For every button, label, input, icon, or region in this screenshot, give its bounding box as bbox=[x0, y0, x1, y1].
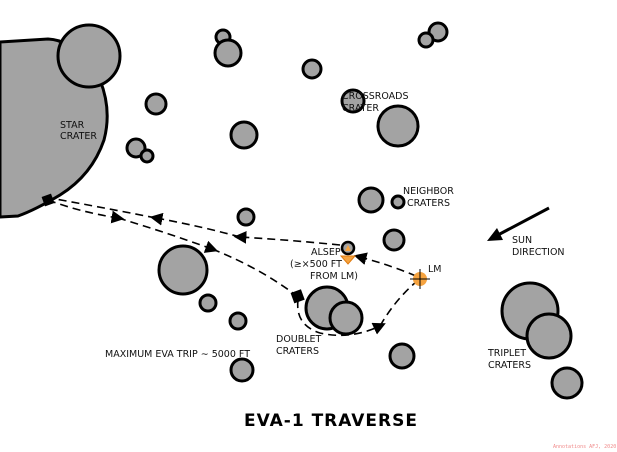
triplet-craters-label: TRIPLET bbox=[487, 348, 526, 359]
max-eva-label: MAXIMUM EVA TRIP ∼ 5000 FT bbox=[105, 349, 250, 360]
crossroads-crater-label: CROSSROADS bbox=[342, 91, 409, 102]
neighbor-craters-label: NEIGHBOR bbox=[403, 186, 454, 197]
alsep-marker bbox=[339, 240, 357, 265]
crater bbox=[301, 58, 323, 80]
crater bbox=[228, 311, 248, 331]
station-marker bbox=[41, 193, 55, 207]
crater-triplet bbox=[550, 366, 584, 400]
triplet-craters-label: CRATERS bbox=[488, 360, 531, 371]
crater-triplet bbox=[525, 312, 573, 360]
crater-neighbor bbox=[357, 186, 385, 214]
crater bbox=[198, 293, 218, 313]
crater bbox=[157, 244, 209, 296]
traverse-return bbox=[49, 197, 157, 219]
map-title: EVA-1 TRAVERSE bbox=[244, 411, 418, 431]
crater-neighbor bbox=[390, 194, 406, 210]
crater bbox=[144, 92, 168, 116]
star-crater-label: STAR bbox=[60, 120, 85, 131]
lm-marker bbox=[410, 269, 430, 289]
sun-direction-label: SUN bbox=[512, 235, 532, 246]
traverse-outbound bbox=[296, 299, 386, 337]
doublet-craters-label: DOUBLET bbox=[276, 334, 322, 345]
traverse-outbound bbox=[211, 248, 298, 297]
watermark: Annotations AFJ, 2020 bbox=[553, 444, 616, 450]
craters bbox=[125, 21, 584, 400]
crossroads-crater-label: CRATER bbox=[342, 103, 379, 114]
lm-label: LM bbox=[428, 264, 442, 275]
crater bbox=[229, 120, 259, 150]
traverse-return bbox=[353, 252, 417, 277]
sun-direction-label: DIRECTION bbox=[512, 247, 565, 258]
crater-crossroads bbox=[376, 104, 420, 148]
traverse-return bbox=[233, 230, 341, 246]
sun-direction-arrow bbox=[487, 206, 550, 241]
crater bbox=[417, 31, 435, 49]
traverse-outbound bbox=[47, 199, 125, 224]
traverse-outbound bbox=[117, 217, 219, 253]
doublet-craters-label: CRATERS bbox=[276, 346, 319, 357]
crater bbox=[213, 38, 243, 68]
crater-doublet bbox=[328, 300, 364, 336]
crater bbox=[382, 228, 406, 252]
crater bbox=[139, 148, 155, 164]
alsep-label: (≥×500 FT bbox=[290, 259, 342, 270]
traverse-return bbox=[149, 212, 241, 238]
crater bbox=[229, 357, 255, 383]
station-marker bbox=[290, 289, 305, 304]
alsep-label: ALSEP bbox=[311, 247, 341, 258]
crater bbox=[56, 23, 122, 89]
neighbor-craters-label: CRATERS bbox=[407, 198, 450, 209]
alsep-label: FROM LM) bbox=[310, 271, 358, 282]
star-crater-label: CRATER bbox=[60, 131, 97, 142]
crater bbox=[340, 88, 366, 114]
crater bbox=[236, 207, 256, 227]
traverse-outbound bbox=[379, 281, 417, 327]
crater bbox=[388, 342, 416, 370]
